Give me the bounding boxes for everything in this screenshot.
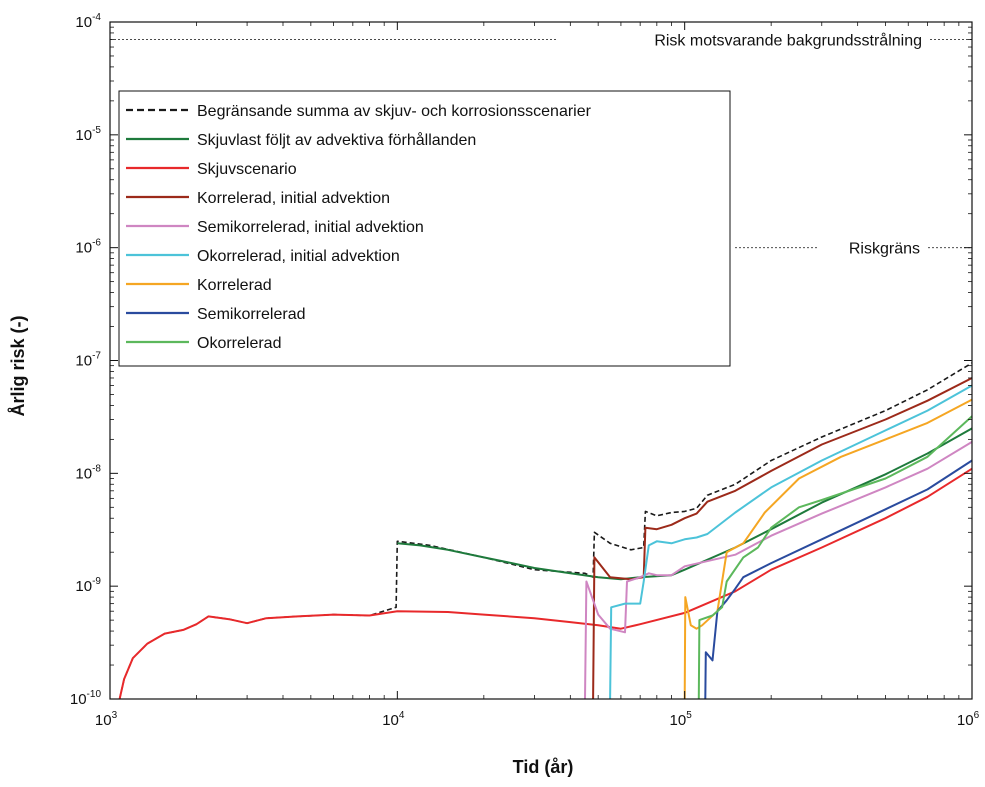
series-line-2 — [397, 427, 973, 581]
x-tick-label: 106 — [957, 710, 980, 729]
series-line-7 — [683, 398, 973, 700]
legend-label: Skjuvscenario — [197, 161, 297, 178]
reference-label-1: Risk motsvarande bakgrundsstrålning — [654, 31, 922, 49]
series-line-1 — [118, 362, 973, 700]
y-tick-label: 10-9 — [75, 576, 101, 595]
series-line-9 — [697, 415, 973, 700]
y-tick-label: 10-5 — [75, 125, 101, 144]
y-tick-label: 10-4 — [75, 12, 101, 31]
legend: Begränsande summa av skjuv- och korrosio… — [118, 90, 731, 367]
reference-lines: Risk motsvarande bakgrundsstrålning Riskg… — [110, 31, 972, 258]
series-line-3 — [118, 467, 973, 700]
x-tick-label: 105 — [670, 710, 693, 729]
y-axis-label: Årlig risk (-) — [8, 315, 28, 416]
y-tick-label: 10-6 — [75, 238, 101, 257]
x-axis-label: Tid (år) — [513, 757, 574, 777]
legend-label: Begränsande summa av skjuv- och korrosio… — [197, 103, 592, 120]
reference-label-2: Riskgräns — [849, 241, 920, 258]
y-tick-label: 10-7 — [75, 351, 101, 370]
series-line-6 — [609, 384, 973, 700]
series-line-8 — [704, 459, 973, 700]
series-line-5 — [584, 441, 973, 700]
axis-ticks: 103 104 105 106 10-10 10-9 10-8 10-7 10-6 10-5 10-… — [70, 12, 980, 729]
legend-label: Semikorrelerad — [197, 306, 305, 323]
legend-label: Skjuvlast följt av advektiva förhållande… — [197, 131, 476, 149]
legend-label: Semikorrelerad, initial advektion — [197, 219, 424, 236]
legend-label: Korrelerad, initial advektion — [197, 190, 390, 207]
series-layer — [118, 362, 973, 700]
x-tick-label: 104 — [382, 710, 405, 729]
y-tick-label: 10-10 — [70, 689, 102, 708]
x-tick-label: 103 — [95, 710, 118, 729]
legend-label: Okorrelerad — [197, 335, 281, 352]
y-tick-label: 10-8 — [75, 463, 101, 482]
legend-label: Korrelerad — [197, 277, 272, 294]
legend-label: Okorrelerad, initial advektion — [197, 248, 400, 265]
legend-box — [118, 90, 731, 367]
series-line-4 — [592, 377, 973, 700]
